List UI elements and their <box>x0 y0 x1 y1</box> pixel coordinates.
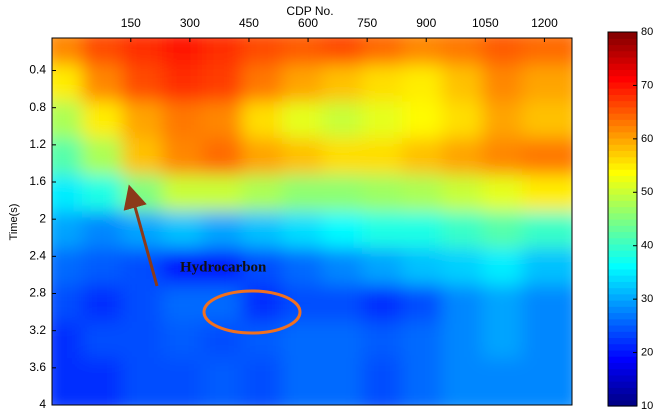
colorbar-swatch <box>608 63 637 70</box>
colorbar-swatch <box>608 144 637 151</box>
colorbar-swatch <box>608 294 637 301</box>
colorbar-swatch <box>608 219 637 226</box>
colorbar-swatch <box>608 275 637 282</box>
colorbar-swatch <box>608 281 637 288</box>
x-tick-label: 600 <box>298 16 318 30</box>
x-tick-label: 150 <box>121 16 141 30</box>
y-tick-label: 2.8 <box>29 286 46 300</box>
colorbar-swatch <box>608 225 637 232</box>
colorbar-swatch <box>608 188 637 195</box>
colorbar-swatch <box>608 82 637 89</box>
colorbar-swatch <box>608 244 637 251</box>
colorbar-swatch <box>608 76 637 83</box>
colorbar-tick-label: 30 <box>641 293 653 305</box>
colorbar-swatch <box>608 319 637 326</box>
colorbar-swatch <box>608 238 637 245</box>
colorbar-swatch <box>608 126 637 133</box>
colorbar-swatch <box>608 331 637 338</box>
colorbar-swatch <box>608 344 637 351</box>
colorbar-swatch <box>608 387 637 394</box>
colorbar-swatch <box>608 288 637 295</box>
colorbar-swatch <box>608 175 637 182</box>
y-tick-label: 0.4 <box>29 63 46 77</box>
x-tick-label: 900 <box>416 16 436 30</box>
colorbar-tick-label: 60 <box>641 133 653 145</box>
colorbar-swatch <box>608 44 637 51</box>
colorbar-tick-label: 80 <box>641 26 653 38</box>
colorbar-swatch <box>608 163 637 170</box>
colorbar-swatch <box>608 356 637 363</box>
heatmap-cells <box>42 28 582 415</box>
colorbar-swatch <box>608 69 637 76</box>
colorbar-swatch <box>608 362 637 369</box>
annotation: Hydrocarbon <box>180 259 267 275</box>
y-tick-label: 3.2 <box>29 323 46 337</box>
chart: CDP No. Time(s) Hydrocarbon 150300450600… <box>0 0 672 416</box>
colorbar-swatch <box>608 231 637 238</box>
colorbar-swatch <box>608 269 637 276</box>
heatmap <box>42 28 582 415</box>
colorbar-swatch <box>608 107 637 114</box>
x-tick-label: 750 <box>357 16 377 30</box>
colorbar-swatch <box>608 337 637 344</box>
colorbar-swatch <box>608 101 637 108</box>
colorbar-swatch <box>608 256 637 263</box>
colorbar-swatch <box>608 213 637 220</box>
colorbar-tick-label: 50 <box>641 186 653 198</box>
colorbar-tick-label: 40 <box>641 240 653 252</box>
colorbar-swatch <box>608 300 637 307</box>
colorbar-swatch <box>608 157 637 164</box>
colorbar-swatch <box>608 350 637 357</box>
colorbar-tick-label: 70 <box>641 79 653 91</box>
colorbar-swatch <box>608 394 637 401</box>
colorbar-swatch <box>608 250 637 257</box>
y-tick-label: 1.2 <box>29 137 46 151</box>
colorbar-swatch <box>608 325 637 332</box>
colorbar-swatch <box>608 306 637 313</box>
colorbar-swatch <box>608 138 637 145</box>
y-axis-label: Time(s) <box>8 204 20 241</box>
colorbar-swatch <box>608 38 637 45</box>
y-tick-label: 1.6 <box>29 174 46 188</box>
colorbar-swatch <box>608 32 637 39</box>
colorbar-swatch <box>608 113 637 120</box>
heat-cell <box>522 358 582 415</box>
colorbar-swatch <box>608 263 637 270</box>
colorbar-swatch <box>608 182 637 189</box>
x-tick-label: 1050 <box>472 16 499 30</box>
colorbar-tick-label: 10 <box>641 400 653 412</box>
colorbar-swatch <box>608 313 637 320</box>
x-tick-label: 450 <box>239 16 259 30</box>
y-tick-label: 3.6 <box>29 360 46 374</box>
colorbar-swatch <box>608 132 637 139</box>
colorbar-swatch <box>608 94 637 101</box>
colorbar-tick-label: 20 <box>641 346 653 358</box>
colorbar-swatch <box>608 150 637 157</box>
colorbar-swatch <box>608 375 637 382</box>
colorbar-swatch <box>608 51 637 58</box>
page: {"chart_data": {"type": "heatmap", "x_la… <box>0 0 672 416</box>
colorbar-swatch <box>608 200 637 207</box>
colorbar-swatch <box>608 88 637 95</box>
colorbar-swatch <box>608 369 637 376</box>
colorbar-swatch <box>608 207 637 214</box>
y-tick-label: 2 <box>39 211 46 225</box>
colorbar-swatch <box>608 119 637 126</box>
colorbar-swatch <box>608 381 637 388</box>
x-tick-label: 300 <box>180 16 200 30</box>
colorbar-swatch <box>608 169 637 176</box>
y-tick-label: 4 <box>39 397 46 411</box>
y-tick-label: 0.8 <box>29 100 46 114</box>
x-tick-label: 1200 <box>531 16 558 30</box>
y-tick-label: 2.4 <box>29 249 46 263</box>
colorbar-swatch <box>608 194 637 201</box>
colorbar-swatch <box>608 57 637 64</box>
